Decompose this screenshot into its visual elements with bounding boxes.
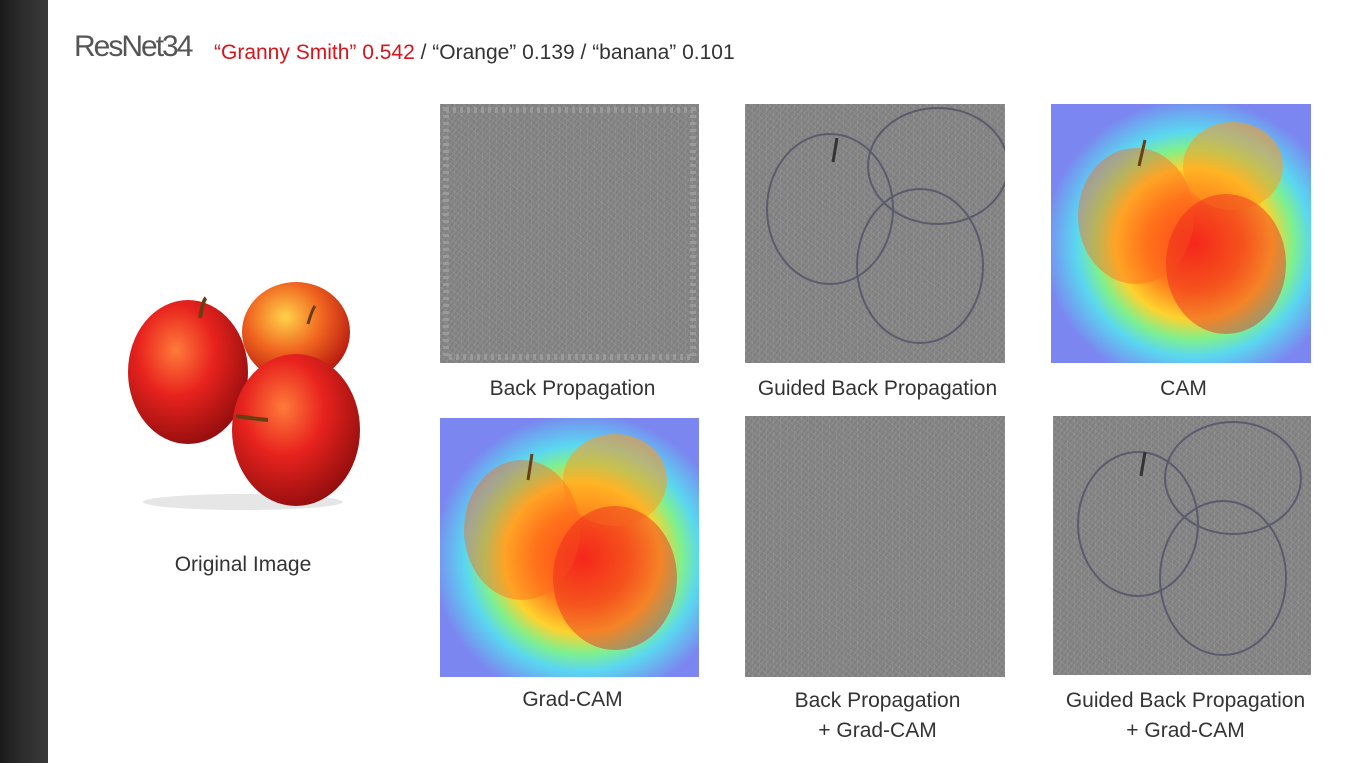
- other-predictions: / “Orange” 0.139 / “banana” 0.101: [414, 41, 735, 64]
- label-grad-cam: Grad-CAM: [522, 688, 623, 711]
- label-gbp-grad-cam-line1: Guided Back Propagation: [1065, 689, 1306, 712]
- top-prediction: “Granny Smith” 0.542: [214, 41, 415, 64]
- grad-cam-image: [440, 418, 699, 677]
- label-bp-grad-cam-line1: Back Propagation: [794, 689, 961, 712]
- cam-image: [1051, 104, 1311, 363]
- prediction-line: “Granny Smith” 0.542 / “Orange” 0.139 / …: [214, 41, 735, 65]
- guided-back-propagation-image: [745, 104, 1005, 363]
- guided-back-propagation-grad-cam-image: [1053, 416, 1311, 675]
- label-original-image: Original Image: [174, 553, 312, 576]
- left-sidebar: [0, 0, 48, 763]
- label-gbp-grad-cam-line2: + Grad-CAM: [1126, 719, 1245, 742]
- label-back-propagation: Back Propagation: [489, 377, 656, 400]
- page-title: ResNet34: [74, 30, 193, 63]
- label-guided-back-propagation: Guided Back Propagation: [757, 377, 998, 400]
- label-cam: CAM: [1160, 377, 1207, 400]
- label-bp-grad-cam-line2: + Grad-CAM: [818, 719, 937, 742]
- back-propagation-grad-cam-image: [745, 416, 1005, 677]
- original-image: [118, 270, 368, 520]
- back-propagation-image: [440, 104, 699, 363]
